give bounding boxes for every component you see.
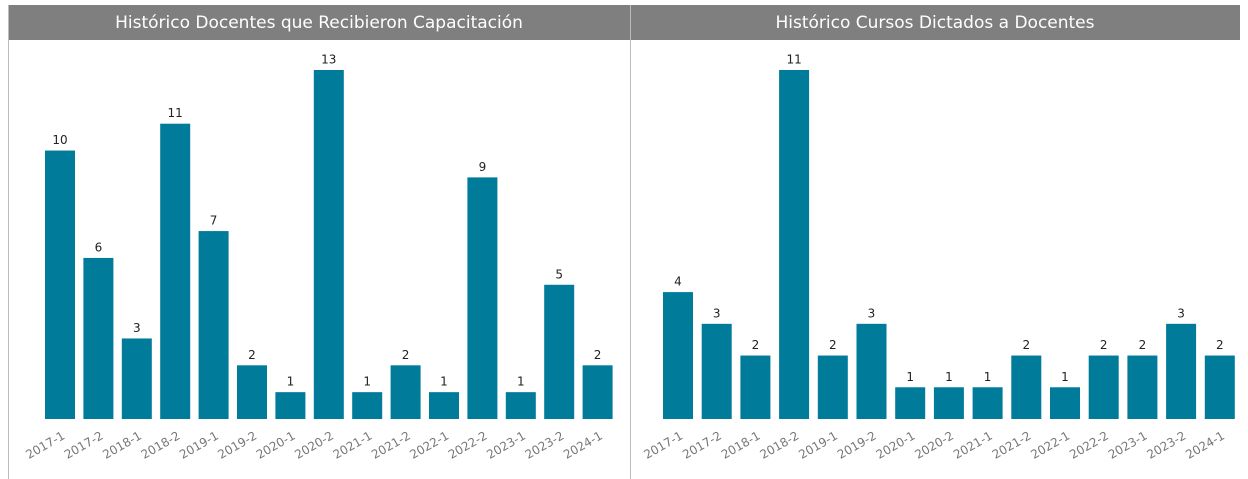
value-label: 7 [210,214,218,228]
bar [390,365,421,419]
bar [83,257,114,419]
value-label: 3 [1177,306,1185,320]
bar [1204,355,1235,419]
bar [701,323,732,419]
bar [352,392,383,419]
x-tick-label: 2021-2 [369,429,413,462]
bar [237,365,267,419]
bar [933,387,964,419]
value-label: 1 [440,375,448,389]
x-tick-label: 2017-2 [62,429,106,462]
bar [856,323,887,419]
x-tick-label: 2021-2 [990,429,1034,462]
value-label: 2 [1022,338,1030,352]
value-label: 1 [906,370,914,384]
x-tick-label: 2023-1 [484,429,528,462]
bar [121,338,152,419]
header-bar [8,5,630,40]
x-tick-label: 2019-2 [215,429,259,462]
x-tick-label: 2020-2 [292,429,336,462]
x-tick-label: 2018-2 [139,429,183,462]
bar [544,284,575,419]
value-label: 10 [52,133,67,147]
bar [895,387,926,419]
x-tick-label: 2017-1 [23,429,67,462]
bar [275,392,306,419]
x-tick-label: 2021-1 [951,429,995,462]
bar [582,365,613,419]
x-tick-label: 2022-2 [1067,429,1111,462]
value-label: 1 [1061,370,1069,384]
value-label: 11 [786,53,801,67]
x-tick-label: 2022-1 [407,429,451,462]
bar [160,123,191,419]
value-label: 3 [713,306,721,320]
x-tick-label: 2023-2 [523,429,567,462]
x-tick-label: 2020-2 [912,429,956,462]
value-label: 11 [168,106,183,120]
value-label: 2 [1100,338,1108,352]
value-label: 6 [95,240,103,254]
bar [1050,387,1080,419]
value-label: 2 [1139,338,1147,352]
bar [740,355,771,419]
x-tick-label: 2019-1 [177,429,221,462]
value-label: 9 [479,160,487,174]
value-label: 3 [868,306,876,320]
chart-title: Histórico Cursos Dictados a Docentes [775,13,1094,33]
x-tick-label: 2017-1 [641,429,685,462]
bar [779,70,810,419]
chart-title: Histórico Docentes que Recibieron Capaci… [115,13,523,33]
bar [663,292,693,419]
x-tick-label: 2019-1 [796,429,840,462]
bar [1127,355,1158,419]
value-label: 1 [517,375,525,389]
bar [1011,355,1042,419]
bar [972,387,1003,419]
value-label: 5 [555,267,563,281]
bar [467,177,498,419]
x-tick-label: 2022-1 [1028,429,1072,462]
value-label: 2 [1216,338,1224,352]
x-tick-label: 2023-2 [1145,429,1189,462]
value-label: 2 [594,348,602,362]
value-label: 4 [674,275,682,289]
x-tick-label: 2022-2 [446,429,490,462]
value-label: 3 [133,321,141,335]
x-tick-label: 2018-1 [100,429,144,462]
bar [1166,323,1197,419]
value-label: 1 [363,375,371,389]
x-tick-label: 2017-2 [680,429,724,462]
bar [429,392,459,419]
value-label: 2 [829,338,837,352]
bar [1088,355,1119,419]
x-tick-label: 2018-2 [758,429,802,462]
x-tick-label: 2024-1 [561,429,605,462]
value-label: 1 [945,370,953,384]
x-tick-label: 2020-1 [254,429,298,462]
bar [505,392,536,419]
value-label: 2 [402,348,410,362]
value-label: 1 [984,370,992,384]
bar [198,231,229,419]
x-tick-label: 2024-1 [1183,429,1227,462]
value-label: 2 [752,338,760,352]
x-tick-label: 2019-2 [835,429,879,462]
x-tick-label: 2021-1 [331,429,375,462]
x-tick-label: 2020-1 [874,429,918,462]
header-bar [631,5,1240,40]
bar [45,150,75,420]
x-tick-label: 2018-1 [719,429,763,462]
value-label: 13 [321,53,336,67]
x-tick-label: 2023-1 [1106,429,1150,462]
value-label: 2 [248,348,256,362]
bar [313,70,344,419]
bar [817,355,848,419]
value-label: 1 [287,375,295,389]
